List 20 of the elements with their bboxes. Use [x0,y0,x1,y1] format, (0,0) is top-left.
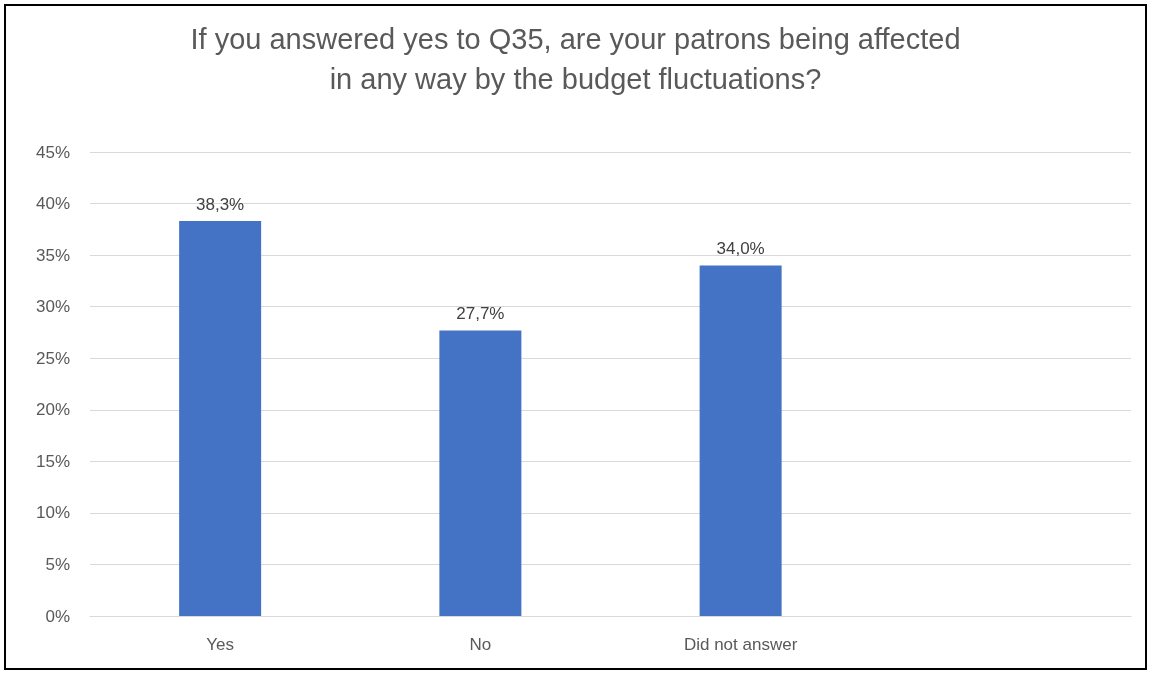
y-tick-label: 15% [35,451,70,471]
y-tick-label: 35% [35,245,70,265]
data-label: 38,3% [196,195,245,215]
data-label: 27,7% [456,304,505,324]
y-tick-label: 0% [45,606,70,626]
bar [699,265,782,616]
y-tick-label: 30% [35,297,70,317]
y-tick-label: 10% [35,503,70,523]
bar [439,330,522,616]
chart-title: If you answered yes to Q35, are your patrons being affected in any way by the budget fluctuations? [190,23,961,95]
y-tick-label: 20% [35,400,70,420]
y-tick-label: 5% [45,554,70,574]
x-tick-label: No [469,635,492,654]
y-tick-label: 45% [35,142,70,162]
bar [179,221,262,616]
y-tick-label: 25% [35,348,70,368]
x-tick-label: Yes [206,635,234,654]
y-tick-label: 40% [35,194,70,214]
x-tick-label: Did not answer [683,635,798,654]
data-label: 34,0% [716,239,765,259]
